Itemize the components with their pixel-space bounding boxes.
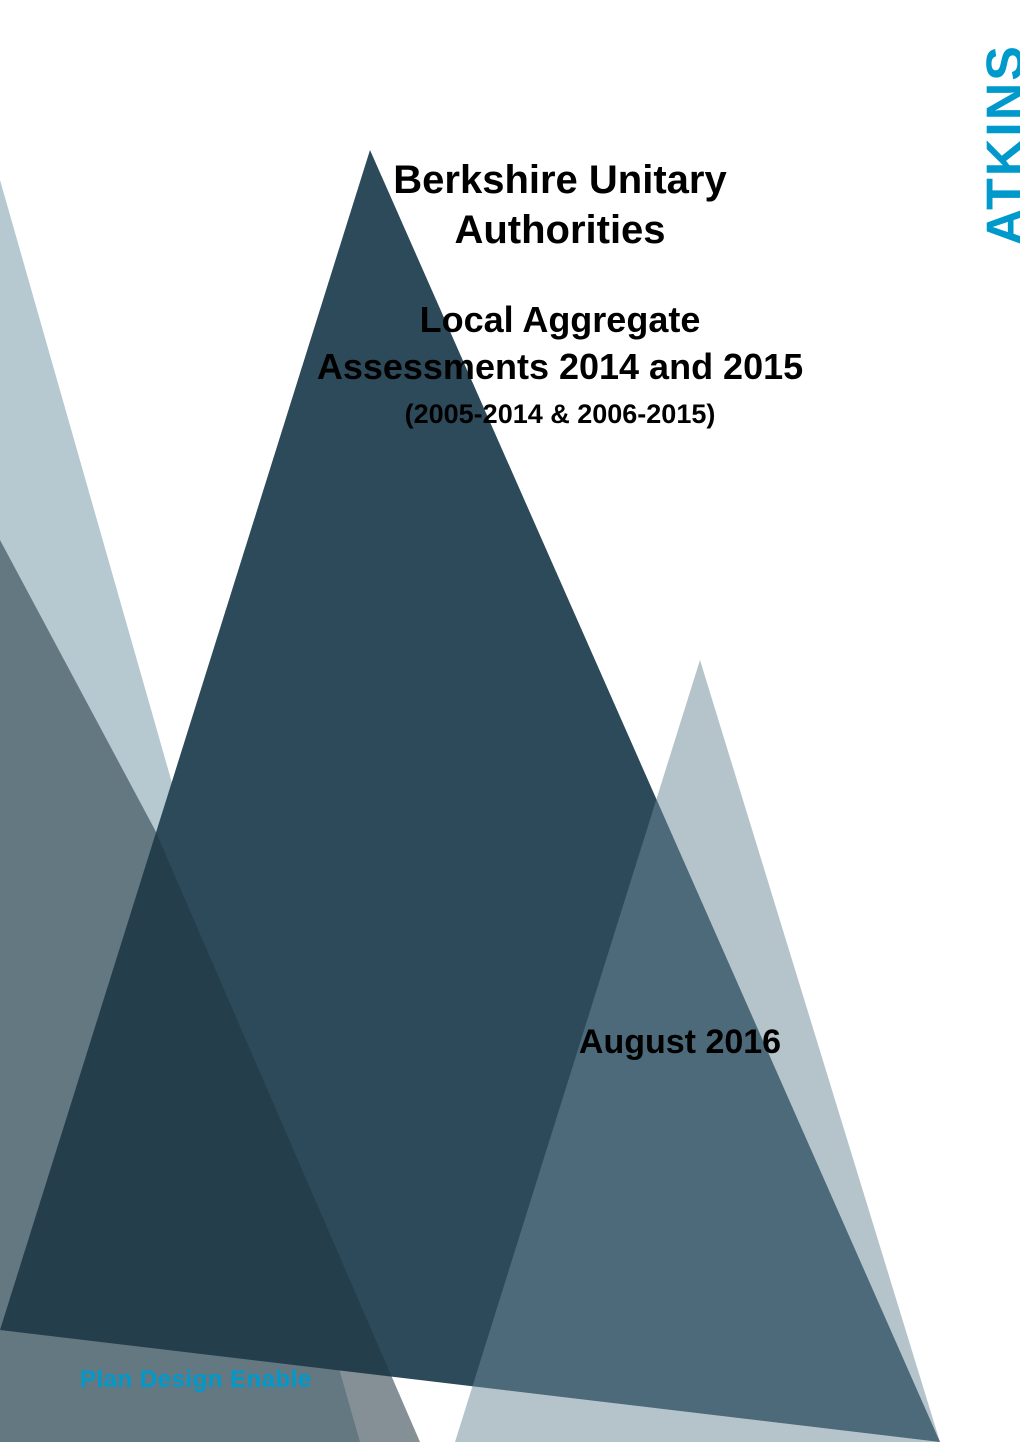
main-title: Berkshire Unitary Authorities bbox=[300, 155, 820, 255]
sub-title: Local Aggregate Assessments 2014 and 201… bbox=[300, 297, 820, 391]
date-range: (2005-2014 & 2006-2015) bbox=[300, 399, 820, 430]
shape-left-dark-overlay bbox=[0, 540, 420, 1442]
cover-page: Berkshire Unitary Authorities Local Aggr… bbox=[0, 0, 1020, 1442]
tagline: Plan Design Enable bbox=[80, 1366, 312, 1394]
brand-logo: ATKINS bbox=[976, 44, 1020, 246]
publication-date: August 2016 bbox=[480, 1023, 880, 1062]
title-block: Berkshire Unitary Authorities Local Aggr… bbox=[300, 155, 820, 430]
